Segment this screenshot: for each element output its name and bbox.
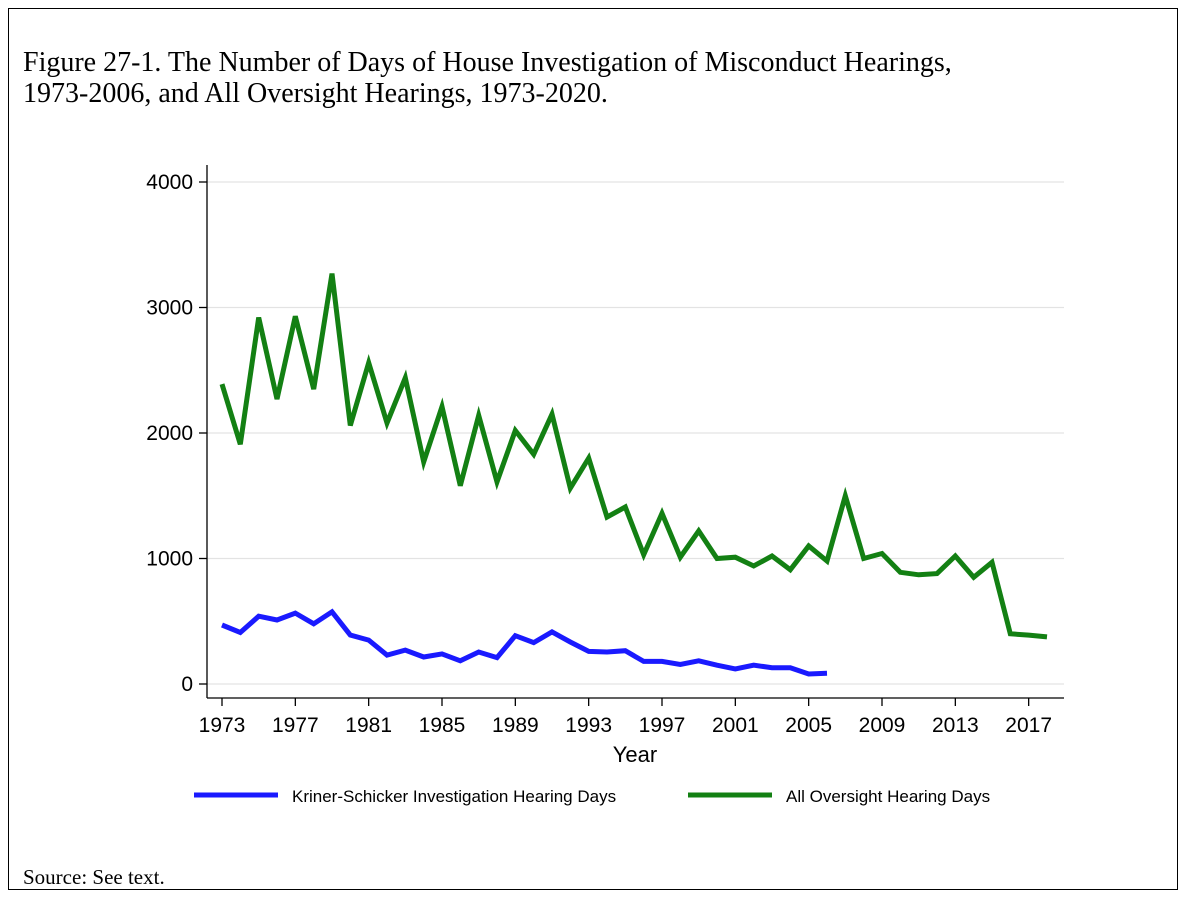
x-tick-label-2005: 2005 [785,714,832,737]
figure-title-line-2: 1973-2006, and All Oversight Hearings, 1… [23,78,608,109]
x-tick-label-2013: 2013 [932,714,979,737]
figure-title: Figure 27-1. The Number of Days of House… [23,47,1163,109]
legend: Kriner-Schicker Investigation Hearing Da… [194,787,990,806]
y-tick-label-3000: 3000 [146,297,193,320]
y-tick-label-1000: 1000 [146,548,193,571]
y-tick-label-4000: 4000 [146,171,193,194]
gridlines [207,181,1064,685]
series-line-all-oversight-hearing-days [219,273,1048,640]
x-tick-label-1985: 1985 [419,714,466,737]
x-tick-label-1981: 1981 [345,714,392,737]
axes: 0 1000 2000 3000 4000 1973 1977 1981 1985 1989 199… [146,165,1064,737]
y-tick-label-0: 0 [181,673,193,696]
x-tick-label-1973: 1973 [199,714,246,737]
legend-label-1: Kriner-Schicker Investigation Hearing Da… [292,787,616,806]
series-line-kriner-schicker-investigation-hearing-days [221,608,828,677]
x-tick-label-1993: 1993 [565,714,612,737]
x-tick-label-1977: 1977 [272,714,319,737]
x-tick-label-1989: 1989 [492,714,539,737]
x-tick-label-2001: 2001 [712,714,759,737]
source-note: Source: See text. [23,865,165,889]
x-tick-label-1997: 1997 [639,714,686,737]
x-axis-title: Year [613,742,657,767]
figure-title-line-1: Figure 27-1. The Number of Days of House… [23,47,952,78]
x-tick-label-2017: 2017 [1005,714,1052,737]
series-lines [219,273,1048,677]
figure-frame: Figure 27-1. The Number of Days of House… [8,8,1178,890]
x-tick-label-2009: 2009 [859,714,906,737]
y-tick-label-2000: 2000 [146,422,193,445]
legend-label-2: All Oversight Hearing Days [786,787,990,806]
